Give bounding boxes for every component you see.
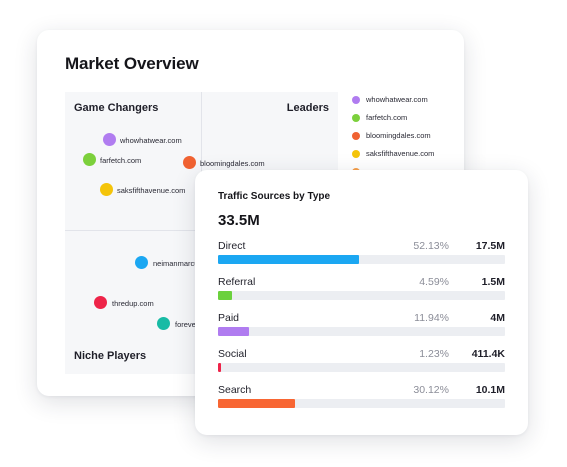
traffic-row-paid[interactable]: Paid 11.94% 4M	[218, 312, 505, 342]
quadrant-label-niche-players: Niche Players	[74, 350, 147, 362]
progress-fill	[218, 255, 359, 264]
progress-fill	[218, 291, 232, 300]
progress-track	[218, 327, 505, 336]
market-point[interactable]	[182, 155, 196, 169]
market-overview-title: Market Overview	[65, 54, 199, 73]
market-point-label: neimanmarcu	[153, 259, 199, 268]
progress-track	[218, 363, 505, 372]
row-name: Referral	[218, 276, 256, 288]
row-percent: 30.12%	[413, 384, 449, 396]
traffic-row-social[interactable]: Social 1.23% 411.4K	[218, 348, 505, 378]
legend-label: whowhatwear.com	[366, 95, 428, 104]
market-point-label: saksfifthavenue.com	[117, 186, 186, 195]
market-point[interactable]	[82, 152, 96, 166]
progress-fill	[218, 327, 249, 336]
row-value: 10.1M	[475, 384, 505, 396]
quadrant-niche-players	[65, 231, 202, 374]
market-point-label: thredup.com	[112, 299, 154, 308]
legend-label: farfetch.com	[366, 113, 408, 122]
traffic-row-referral[interactable]: Referral 4.59% 1.5M	[218, 276, 505, 306]
row-value: 17.5M	[475, 240, 505, 252]
market-point-label: whowhatwear.com	[120, 136, 182, 145]
progress-track	[218, 291, 505, 300]
market-point[interactable]	[99, 182, 113, 196]
market-point-label: foreve	[175, 320, 196, 329]
market-point[interactable]	[156, 316, 170, 330]
progress-fill	[218, 363, 221, 372]
traffic-sources-card: Traffic Sources by Type 33.5M Direct 52.…	[195, 170, 528, 435]
legend-dot	[352, 96, 360, 104]
traffic-row-direct[interactable]: Direct 52.13% 17.5M	[218, 240, 505, 270]
market-point[interactable]	[102, 132, 116, 146]
legend-dot	[352, 114, 360, 122]
legend-dot	[352, 132, 360, 140]
quadrant-label-leaders: Leaders	[286, 102, 329, 114]
market-point-label: bloomingdales.com	[200, 159, 265, 168]
row-name: Search	[218, 384, 252, 396]
legend-label: bloomingdales.com	[366, 131, 431, 140]
row-value: 411.4K	[471, 348, 505, 360]
progress-track	[218, 399, 505, 408]
row-percent: 1.23%	[419, 348, 449, 360]
traffic-total: 33.5M	[218, 212, 260, 229]
quadrant-label-game-changers: Game Changers	[74, 102, 159, 114]
progress-fill	[218, 399, 295, 408]
market-point[interactable]	[134, 255, 148, 269]
traffic-title: Traffic Sources by Type	[218, 191, 331, 202]
row-percent: 11.94%	[414, 312, 449, 324]
traffic-row-search[interactable]: Search 30.12% 10.1M	[218, 384, 505, 414]
row-name: Paid	[218, 312, 240, 324]
row-percent: 52.13%	[413, 240, 449, 252]
progress-track	[218, 255, 505, 264]
row-value: 4M	[490, 312, 505, 324]
row-name: Social	[218, 348, 247, 360]
market-point-label: farfetch.com	[100, 156, 142, 165]
legend-label: saksfifthavenue.com	[366, 149, 435, 158]
row-value: 1.5M	[481, 276, 505, 288]
legend-dot	[352, 150, 360, 158]
market-point[interactable]	[93, 295, 107, 309]
row-percent: 4.59%	[419, 276, 449, 288]
row-name: Direct	[218, 240, 246, 252]
